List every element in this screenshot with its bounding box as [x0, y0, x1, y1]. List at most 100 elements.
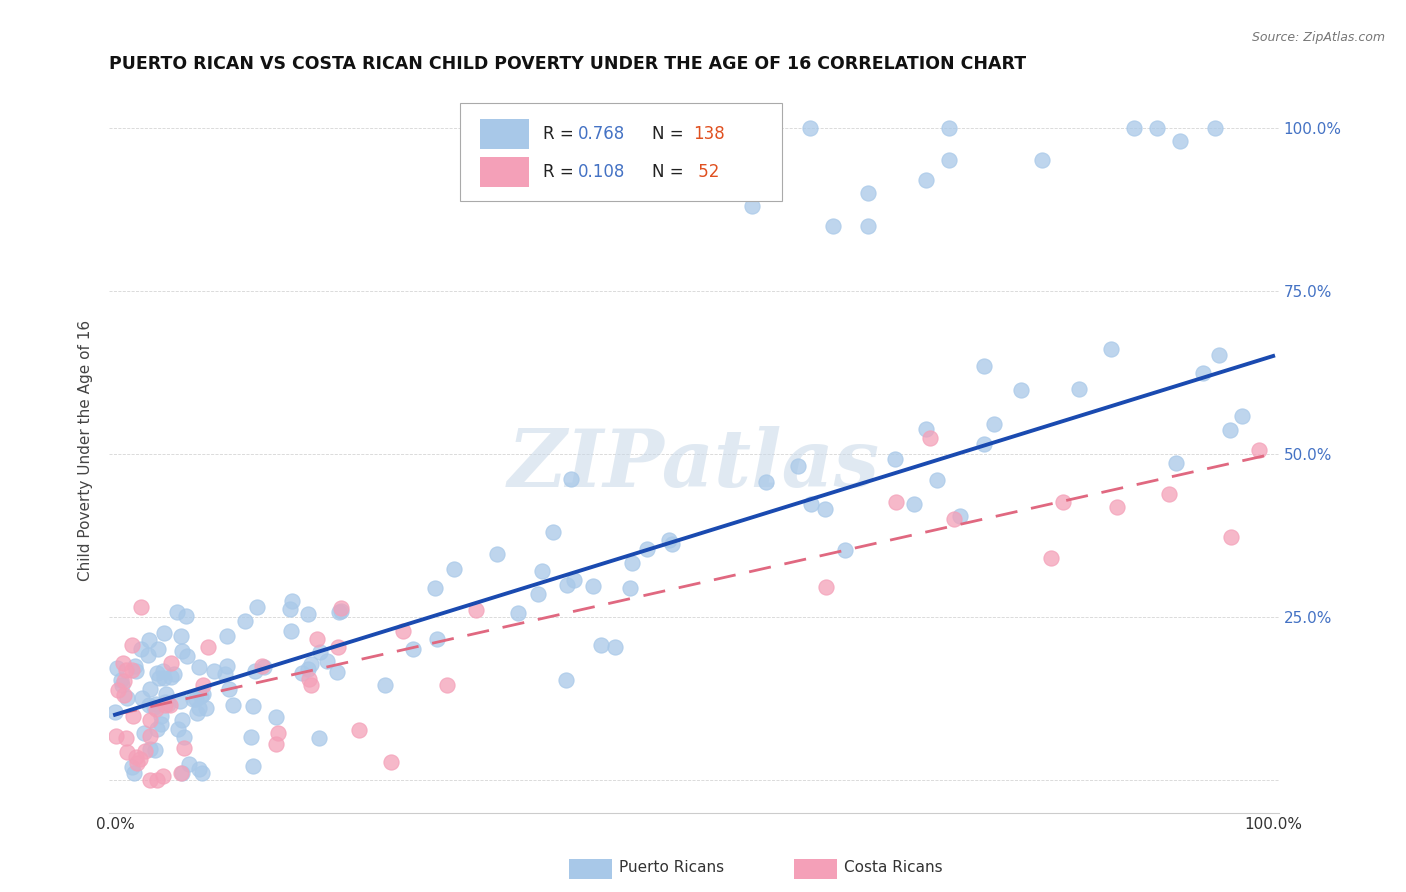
Point [786, 459, 808, 474]
Point [506, 606, 529, 620]
Point [530, 564, 553, 578]
Point [190, 765, 212, 780]
Text: R =: R = [543, 125, 579, 144]
Point [131, 691, 153, 706]
Point [1247, 442, 1270, 457]
Point [148, 671, 170, 685]
Point [152, 664, 174, 678]
Point [138, 772, 160, 787]
Point [239, 730, 262, 744]
Point [299, 657, 322, 671]
Point [741, 199, 763, 213]
Point [1010, 383, 1032, 397]
Point [190, 689, 212, 703]
Point [1105, 500, 1128, 514]
Point [392, 624, 415, 638]
Point [121, 663, 143, 677]
Point [134, 743, 156, 757]
Point [374, 678, 396, 692]
Point [267, 726, 290, 740]
Point [194, 701, 217, 715]
Point [278, 601, 301, 615]
Point [280, 624, 302, 638]
Point [139, 730, 162, 744]
Point [658, 533, 681, 548]
Point [146, 665, 169, 680]
Point [252, 659, 274, 673]
Text: 52: 52 [693, 163, 720, 181]
Point [233, 614, 256, 628]
Point [125, 750, 148, 764]
Point [620, 556, 643, 570]
Point [1146, 120, 1168, 135]
Point [110, 673, 132, 687]
Point [589, 638, 612, 652]
Point [166, 605, 188, 619]
Point [834, 542, 856, 557]
Point [159, 670, 181, 684]
Text: N =: N = [652, 125, 689, 144]
Point [150, 717, 173, 731]
Point [149, 709, 172, 723]
Point [138, 698, 160, 712]
Point [814, 580, 837, 594]
Point [129, 641, 152, 656]
Point [152, 671, 174, 685]
Point [155, 687, 177, 701]
Point [152, 626, 174, 640]
Point [121, 638, 143, 652]
Text: Costa Ricans: Costa Ricans [844, 860, 942, 874]
Point [176, 649, 198, 664]
Point [215, 629, 238, 643]
Point [121, 759, 143, 773]
Point [309, 645, 332, 659]
Point [152, 769, 174, 783]
Point [173, 740, 195, 755]
Point [215, 659, 238, 673]
FancyBboxPatch shape [479, 119, 529, 149]
Point [1230, 409, 1253, 423]
Point [349, 723, 371, 737]
Point [191, 678, 214, 692]
Point [188, 763, 211, 777]
Point [1219, 424, 1241, 438]
Text: 0.768: 0.768 [578, 125, 626, 144]
Point [914, 173, 936, 187]
Point [856, 219, 879, 233]
Point [436, 678, 458, 692]
Point [1031, 153, 1053, 168]
Point [1052, 495, 1074, 509]
Text: 0.108: 0.108 [578, 163, 626, 181]
Point [527, 587, 550, 601]
Point [443, 562, 465, 576]
Point [146, 772, 169, 787]
Point [117, 691, 139, 706]
Point [884, 451, 907, 466]
Point [943, 512, 966, 526]
Point [291, 666, 314, 681]
Point [661, 537, 683, 551]
Point [308, 731, 330, 746]
Point [181, 691, 204, 706]
Point [125, 664, 148, 678]
Point [170, 644, 193, 658]
Point [280, 594, 302, 608]
Point [1191, 367, 1213, 381]
Point [202, 664, 225, 678]
Point [112, 656, 135, 670]
Point [800, 497, 823, 511]
Point [105, 660, 128, 674]
Point [170, 628, 193, 642]
Point [117, 744, 139, 758]
Point [170, 713, 193, 727]
Point [153, 698, 176, 712]
Point [105, 729, 128, 743]
Point [186, 706, 208, 720]
Point [814, 501, 837, 516]
Point [167, 723, 190, 737]
Point [380, 755, 402, 769]
Point [1157, 487, 1180, 501]
Point [129, 752, 152, 766]
Y-axis label: Child Poverty Under the Age of 16: Child Poverty Under the Age of 16 [79, 320, 93, 581]
Point [1208, 348, 1230, 362]
